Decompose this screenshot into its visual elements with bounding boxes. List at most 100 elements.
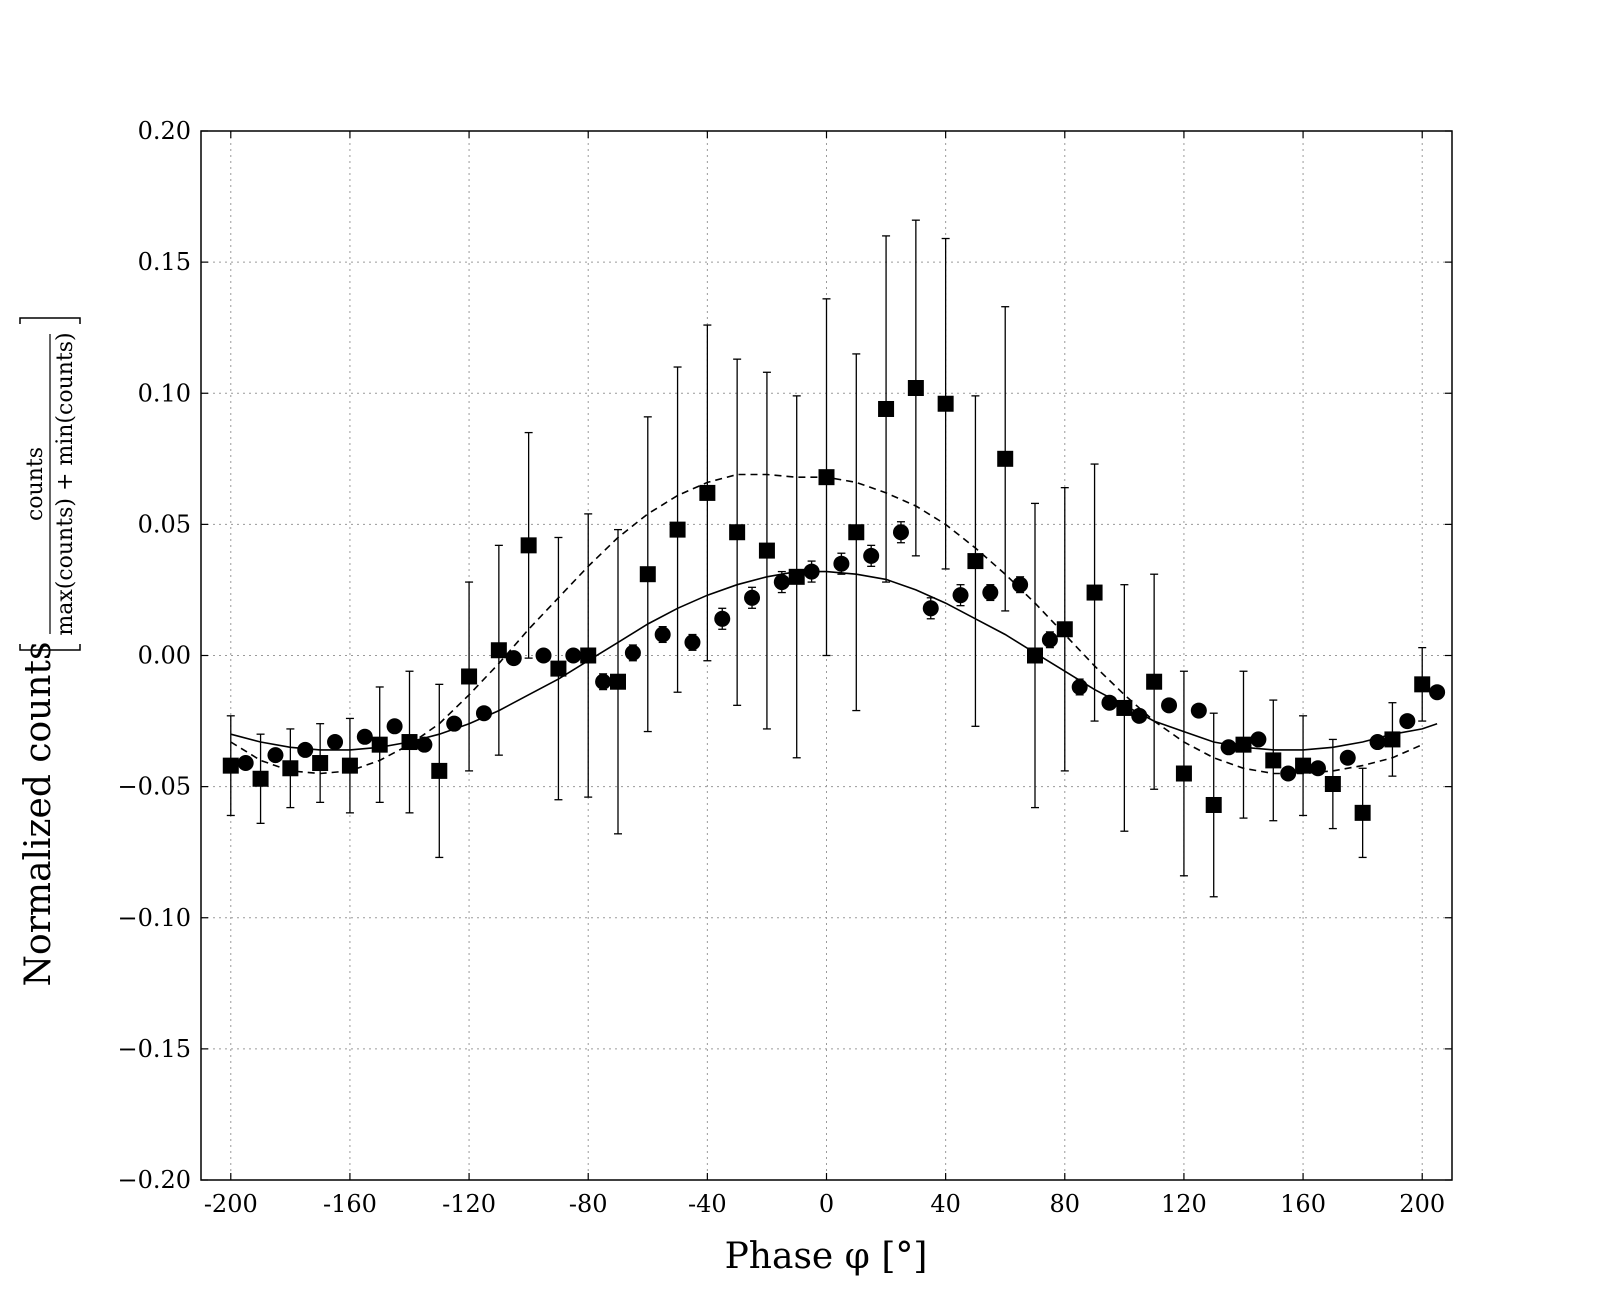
square-point — [1414, 676, 1431, 693]
circle-point — [1071, 678, 1088, 695]
circle-point — [773, 574, 790, 591]
x-tick-labels: -200 -160 -120 -80 -40 0 40 80 120 160 200 — [204, 1190, 1445, 1218]
fraction-numerator: counts — [23, 447, 48, 521]
square-point — [848, 524, 865, 541]
square-point — [1116, 699, 1133, 716]
circle-point — [1012, 576, 1029, 593]
circle-point — [267, 747, 284, 764]
circle-point — [386, 718, 403, 735]
square-point — [371, 736, 388, 753]
circle-point — [565, 647, 582, 664]
square-point — [758, 542, 775, 559]
square-point — [252, 770, 269, 787]
y-tick-label: −0.20 — [117, 1166, 191, 1194]
circle-point — [1309, 760, 1326, 777]
y-axis-title: Normalized counts counts max(counts) + m… — [18, 317, 81, 987]
square-point — [997, 450, 1014, 467]
square-point — [818, 469, 835, 486]
circle-point — [327, 734, 344, 751]
circle-point — [1190, 702, 1207, 719]
circle-point — [505, 650, 522, 667]
x-axis-title: Phase φ [°] — [725, 1236, 928, 1277]
circle-point — [1161, 697, 1178, 714]
circle-point — [654, 626, 671, 643]
x-tick-label: -120 — [442, 1190, 496, 1218]
circle-point — [1369, 734, 1386, 751]
square-point — [1086, 584, 1103, 601]
x-tick-label: 80 — [1050, 1190, 1081, 1218]
y-tick-label: 0.20 — [138, 117, 191, 145]
square-point — [1354, 804, 1371, 821]
square-point — [1324, 776, 1341, 793]
circle-point — [595, 673, 612, 690]
circle-point — [892, 524, 909, 541]
y-tick-label: −0.15 — [117, 1035, 191, 1063]
circle-point — [1399, 713, 1416, 730]
x-tick-label: -80 — [569, 1190, 608, 1218]
square-point — [550, 660, 567, 677]
x-tick-label: 120 — [1161, 1190, 1207, 1218]
circle-point — [1220, 739, 1237, 756]
circle-point — [922, 600, 939, 617]
circle-point — [297, 741, 314, 758]
circle-point — [416, 736, 433, 753]
circle-point — [833, 555, 850, 572]
x-tick-label: 0 — [819, 1190, 834, 1218]
square-point — [282, 760, 299, 777]
square-point — [312, 755, 329, 772]
y-tick-label: −0.05 — [117, 773, 191, 801]
square-point — [907, 380, 924, 397]
circle-point — [1429, 684, 1446, 701]
data-markers — [222, 380, 1446, 821]
circle-point — [1250, 731, 1267, 748]
fraction-denominator: max(counts) + min(counts) — [53, 332, 78, 635]
x-tick-label: 40 — [930, 1190, 961, 1218]
y-tick-label: 0.00 — [138, 642, 191, 670]
circle-point — [624, 644, 641, 661]
square-point — [222, 757, 239, 774]
square-point — [967, 553, 984, 570]
circle-point — [952, 587, 969, 604]
solid-fit-curve — [230, 570, 1438, 751]
square-point — [341, 757, 358, 774]
square-point — [1235, 736, 1252, 753]
square-point — [401, 734, 418, 751]
square-point — [1056, 621, 1073, 638]
circle-point — [1280, 765, 1297, 782]
circle-point — [1101, 694, 1118, 711]
circle-point — [1131, 707, 1148, 724]
square-point — [1265, 752, 1282, 769]
square-point — [878, 400, 895, 417]
square-point — [490, 642, 507, 659]
circle-point — [803, 563, 820, 580]
x-tick-label: -40 — [688, 1190, 727, 1218]
ticks — [201, 130, 1452, 1181]
y-tick-labels: −0.20 −0.15 −0.10 −0.05 0.00 0.05 0.10 0.15 0.20 — [117, 117, 191, 1194]
square-point — [937, 395, 954, 412]
square-point — [1175, 765, 1192, 782]
circle-point — [237, 755, 254, 772]
circle-point — [863, 547, 880, 564]
circle-point — [714, 610, 731, 627]
circle-point — [356, 728, 373, 745]
fit-curves — [230, 473, 1438, 775]
square-point — [1384, 731, 1401, 748]
x-tick-label: 160 — [1280, 1190, 1326, 1218]
circle-point — [446, 715, 463, 732]
circle-point — [535, 647, 552, 664]
circle-point — [744, 589, 761, 606]
square-point — [431, 762, 448, 779]
y-tick-label: 0.05 — [138, 510, 191, 538]
square-point — [520, 537, 537, 554]
y-axis-title-text: Normalized counts — [18, 642, 59, 987]
circle-point — [1339, 749, 1356, 766]
circle-point — [1041, 631, 1058, 648]
error-bars — [226, 219, 1442, 898]
square-point — [669, 521, 686, 538]
y-tick-label: 0.15 — [138, 248, 191, 276]
x-tick-label: 200 — [1399, 1190, 1445, 1218]
x-tick-label: -160 — [323, 1190, 377, 1218]
circle-point — [684, 634, 701, 651]
left-bracket — [19, 644, 81, 651]
